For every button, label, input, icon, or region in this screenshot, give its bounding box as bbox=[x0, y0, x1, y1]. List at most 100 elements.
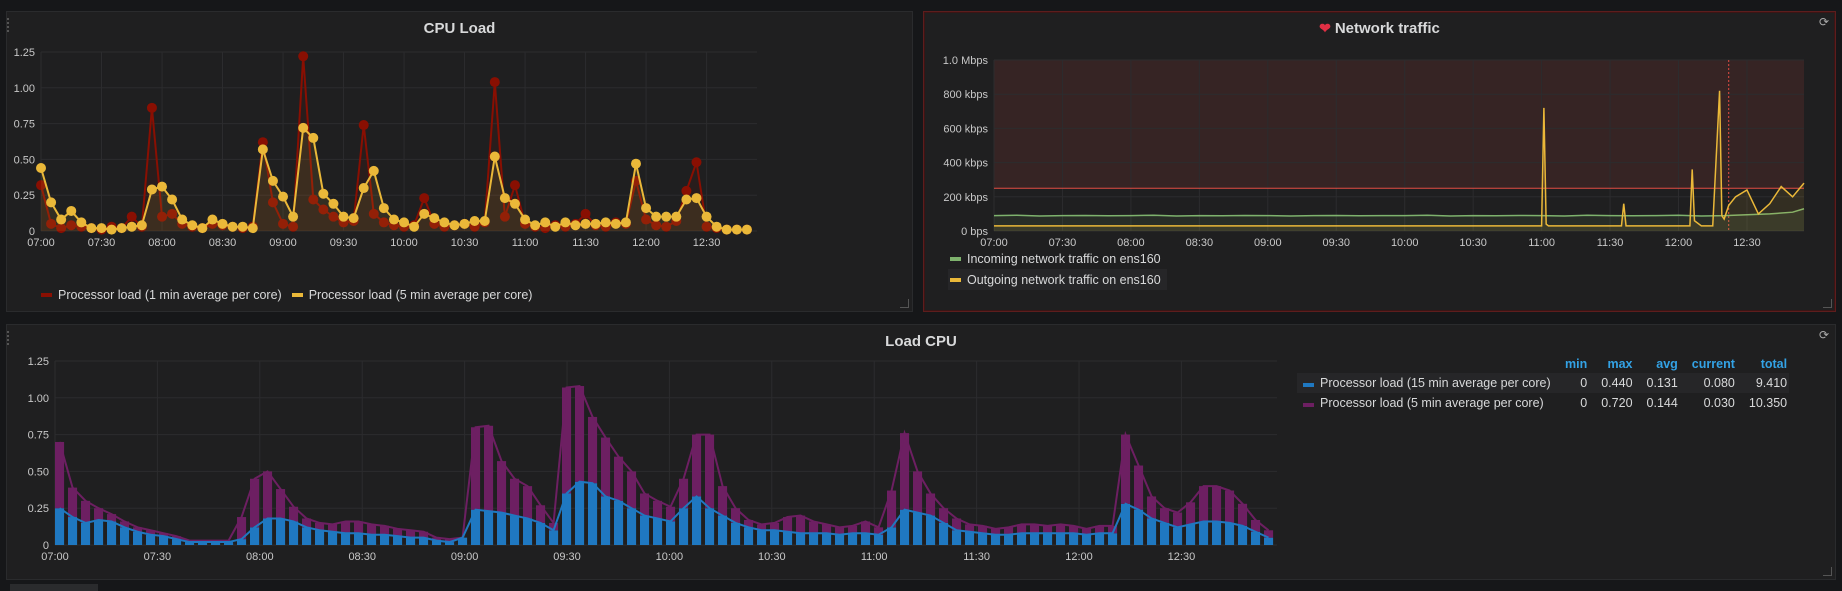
bar-segment bbox=[263, 471, 273, 519]
bar-segment bbox=[341, 533, 351, 545]
data-point bbox=[46, 218, 57, 229]
resize-handle-icon[interactable] bbox=[1823, 299, 1832, 308]
bar-segment bbox=[809, 521, 819, 534]
panel-title[interactable]: Load CPU bbox=[885, 333, 957, 350]
stats-series-label[interactable]: Processor load (15 min average per core) bbox=[1297, 373, 1551, 393]
data-point bbox=[177, 214, 188, 225]
bar-segment bbox=[666, 506, 676, 522]
bar-segment bbox=[640, 493, 650, 516]
data-point bbox=[36, 162, 46, 173]
x-tick-label: 08:00 bbox=[148, 237, 176, 249]
panel-title[interactable]: ❤ Network traffic bbox=[924, 20, 1835, 37]
bar-segment bbox=[1173, 527, 1183, 545]
bar-segment bbox=[549, 530, 559, 545]
data-point bbox=[66, 205, 77, 216]
x-tick-label: 10:30 bbox=[1459, 237, 1487, 249]
bar-segment bbox=[757, 524, 767, 531]
bar-segment bbox=[536, 505, 546, 523]
x-tick-label: 12:00 bbox=[1665, 237, 1693, 249]
load-cpu-chart[interactable]: 0 0.25 0.50 0.75 1.00 1.25 07:00 07:30 08:00 08:3… bbox=[7, 355, 1287, 577]
data-point bbox=[288, 221, 299, 232]
bar-segment bbox=[172, 539, 182, 545]
data-point bbox=[348, 213, 359, 224]
bar-segment bbox=[393, 528, 403, 537]
stats-header-current[interactable]: current bbox=[1691, 357, 1735, 371]
drag-handle-icon[interactable] bbox=[7, 18, 12, 32]
stats-header-avg[interactable]: avg bbox=[1656, 357, 1678, 371]
data-point bbox=[318, 188, 329, 199]
stats-row[interactable]: Processor load (5 min average per core) … bbox=[1297, 393, 1789, 413]
resize-handle-icon[interactable] bbox=[1823, 567, 1832, 576]
bar-segment bbox=[1069, 533, 1079, 545]
legend-item[interactable]: Processor load (5 min average per core) bbox=[291, 288, 532, 302]
data-point bbox=[187, 220, 198, 231]
x-tick-label: 11:30 bbox=[963, 551, 990, 563]
y-tick-label: 0.50 bbox=[14, 154, 35, 166]
bar-segment bbox=[575, 481, 585, 545]
bar-segment bbox=[341, 521, 351, 534]
alert-heart-icon: ❤ bbox=[1319, 20, 1331, 36]
bar-segment bbox=[796, 515, 806, 534]
data-point bbox=[560, 217, 571, 228]
bar-segment bbox=[627, 471, 637, 509]
drag-handle-icon[interactable] bbox=[7, 331, 12, 345]
bar-segment bbox=[861, 521, 871, 534]
x-tick-label: 08:30 bbox=[209, 237, 237, 249]
stats-header-total[interactable]: total bbox=[1760, 357, 1788, 371]
data-point bbox=[711, 221, 722, 232]
bar-segment bbox=[926, 493, 936, 516]
bar-segment bbox=[1134, 509, 1144, 545]
bar-segment bbox=[1134, 465, 1144, 510]
data-point bbox=[96, 223, 107, 234]
y-tick-label: 400 kbps bbox=[943, 158, 988, 170]
bar-segment bbox=[796, 533, 806, 545]
bar-segment bbox=[718, 486, 728, 516]
bar-segment bbox=[1030, 533, 1040, 545]
stats-header-min[interactable]: min bbox=[1565, 357, 1588, 371]
bar-segment bbox=[237, 539, 247, 545]
stats-header-max[interactable]: max bbox=[1607, 357, 1633, 371]
collapsed-row-tab[interactable] bbox=[10, 584, 98, 591]
stats-series-label[interactable]: Processor load (5 min average per core) bbox=[1297, 393, 1551, 413]
stats-row[interactable]: Processor load (15 min average per core)… bbox=[1297, 373, 1790, 393]
bar-segment bbox=[809, 533, 819, 545]
legend-item[interactable]: Outgoing network traffic on ens160 bbox=[948, 269, 1167, 290]
data-point bbox=[267, 197, 278, 208]
bar-segment bbox=[1251, 519, 1261, 532]
bar-segment bbox=[94, 519, 104, 545]
resize-handle-icon[interactable] bbox=[900, 299, 909, 308]
data-point bbox=[459, 218, 470, 229]
bar-segment bbox=[1043, 525, 1053, 534]
bar-segment bbox=[783, 517, 793, 532]
bar-segment bbox=[211, 542, 221, 545]
bar-segment bbox=[315, 530, 325, 545]
legend-label: Outgoing network traffic on ens160 bbox=[967, 272, 1161, 287]
bar-segment bbox=[549, 522, 559, 531]
data-point bbox=[630, 158, 641, 169]
x-tick-label: 11:00 bbox=[512, 237, 539, 249]
data-point bbox=[338, 211, 349, 222]
bar-segment bbox=[146, 534, 156, 545]
network-traffic-chart[interactable]: 0 bps 200 kbps 400 kbps 600 kbps 800 kbps 1.0… bbox=[924, 36, 1835, 258]
bar-segment bbox=[861, 533, 871, 545]
data-point bbox=[641, 203, 652, 214]
bar-segment bbox=[81, 522, 91, 545]
data-point bbox=[278, 191, 289, 202]
data-point bbox=[157, 211, 168, 222]
x-tick-label: 10:30 bbox=[451, 237, 479, 249]
legend-item[interactable]: Processor load (1 min average per core) bbox=[41, 288, 282, 302]
bar-segment bbox=[1160, 508, 1170, 523]
bar-segment bbox=[991, 528, 1001, 535]
data-point bbox=[116, 223, 127, 234]
legend-item[interactable]: Incoming network traffic on ens160 bbox=[948, 248, 1167, 269]
bar-segment bbox=[1186, 524, 1196, 545]
bar-segment bbox=[1225, 490, 1235, 523]
cpu-load-chart[interactable]: 0 0.25 0.50 0.75 1.00 1.25 07:00 07:30 08:00 08:3… bbox=[7, 36, 912, 296]
panel-title[interactable]: CPU Load bbox=[423, 20, 496, 37]
bar-segment bbox=[432, 540, 442, 545]
x-tick-label: 12:30 bbox=[693, 237, 721, 249]
bar-segment bbox=[952, 530, 962, 545]
data-point bbox=[136, 220, 147, 231]
data-point bbox=[36, 180, 46, 191]
bar-segment bbox=[406, 530, 416, 538]
